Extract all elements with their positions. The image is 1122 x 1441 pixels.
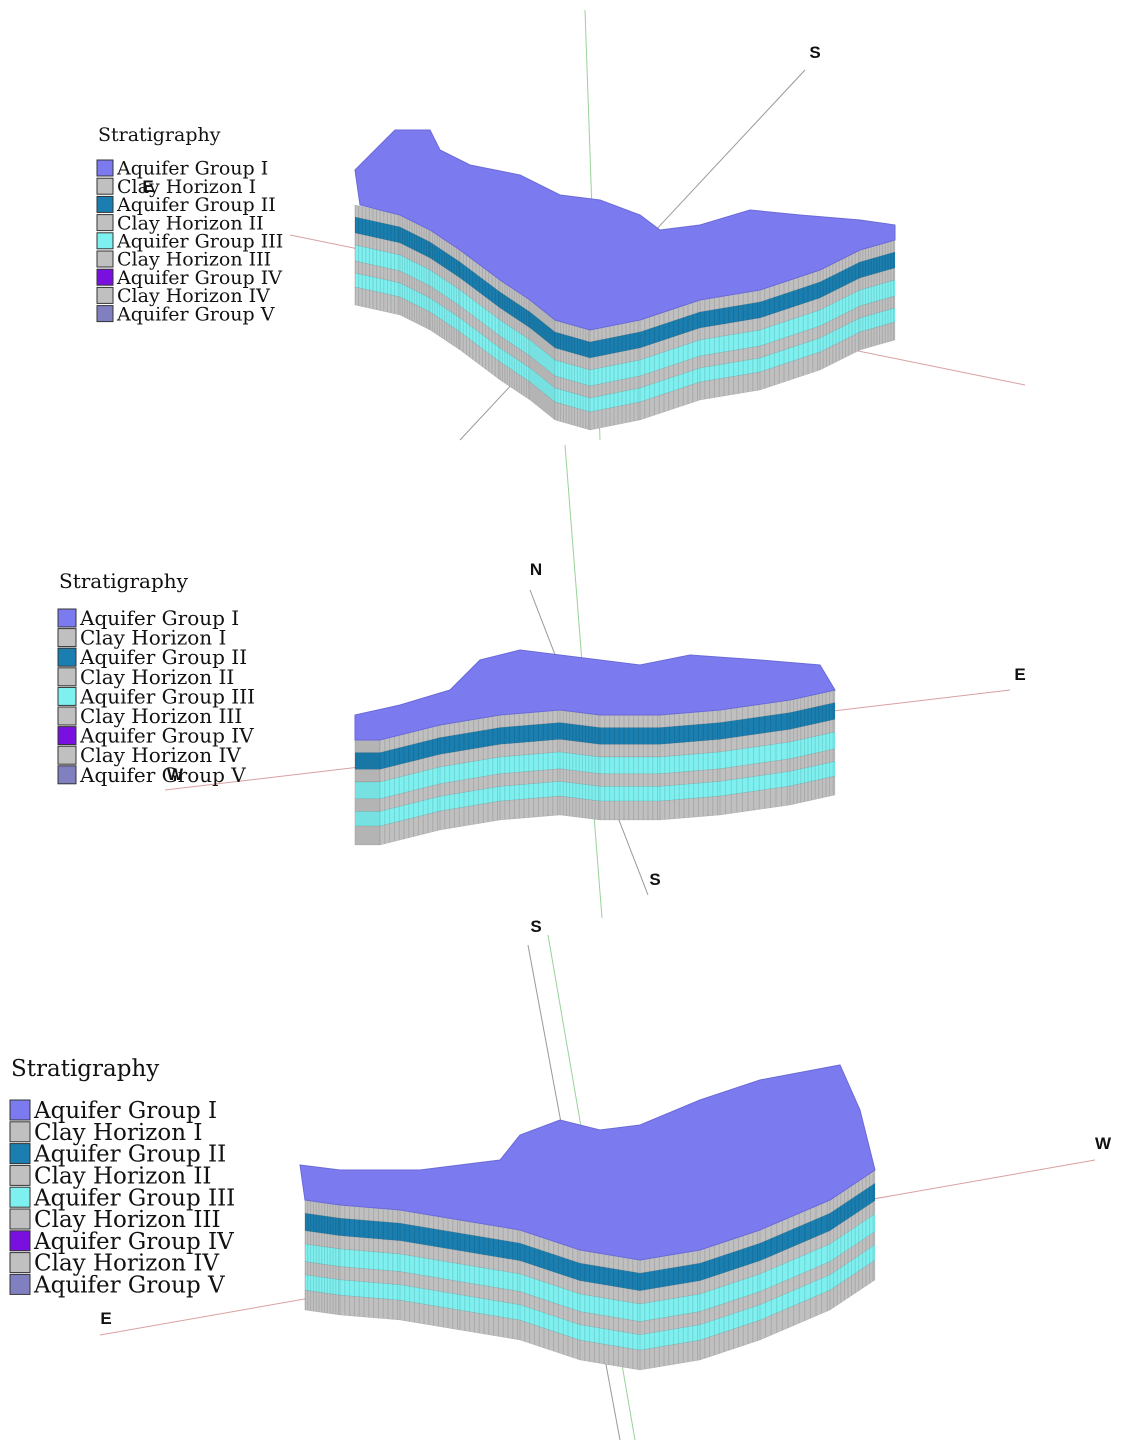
legend-swatch: [10, 1253, 30, 1273]
compass-label: S: [530, 917, 541, 936]
legend-swatch: [10, 1274, 30, 1294]
legend-title: Stratigraphy: [59, 569, 189, 593]
legend-swatch: [10, 1231, 30, 1251]
legend-title: Stratigraphy: [98, 124, 221, 146]
legend-title: Stratigraphy: [11, 1056, 159, 1082]
legend-swatch: [58, 746, 76, 764]
legend-swatch: [58, 668, 76, 686]
page: StratigraphyAquifer Group IClay Horizon …: [0, 0, 1122, 1441]
legend-swatch: [97, 306, 113, 322]
legend-swatch: [10, 1144, 30, 1164]
legend-swatch: [10, 1187, 30, 1207]
legend-swatch: [58, 629, 76, 647]
legend-swatch: [10, 1165, 30, 1185]
legend-swatch: [10, 1209, 30, 1229]
legend-swatch: [58, 648, 76, 666]
legend-swatch: [58, 766, 76, 784]
legend-swatch: [10, 1122, 30, 1142]
legend-swatch: [58, 687, 76, 705]
legend-swatch: [58, 609, 76, 627]
compass-label: E: [100, 1309, 111, 1328]
legend-swatch: [97, 269, 113, 285]
compass-label: E: [1014, 665, 1025, 684]
compass-label: N: [530, 560, 542, 579]
legend-swatch: [97, 178, 113, 194]
figure: StratigraphyAquifer Group IClay Horizon …: [0, 0, 1122, 1441]
legend-swatch: [58, 727, 76, 745]
legend-swatch: [97, 196, 113, 212]
legend-label: Aquifer Group V: [79, 763, 246, 787]
block-model: [355, 650, 835, 845]
legend-swatch: [97, 251, 113, 267]
block-model: [355, 130, 895, 430]
legend-label: Aquifer Group V: [116, 303, 275, 325]
legend-swatch: [97, 215, 113, 231]
legend-swatch: [58, 707, 76, 725]
legend-label: Aquifer Group V: [33, 1272, 225, 1298]
compass-label: E: [142, 177, 153, 196]
legend-swatch: [97, 287, 113, 303]
legend-swatch: [97, 160, 113, 176]
compass-label: W: [167, 765, 184, 784]
legend-swatch: [97, 233, 113, 249]
compass-label: W: [1095, 1134, 1112, 1153]
block-model: [300, 1065, 875, 1370]
compass-label: S: [809, 43, 820, 62]
compass-label: S: [649, 870, 660, 889]
legend-swatch: [10, 1100, 30, 1120]
